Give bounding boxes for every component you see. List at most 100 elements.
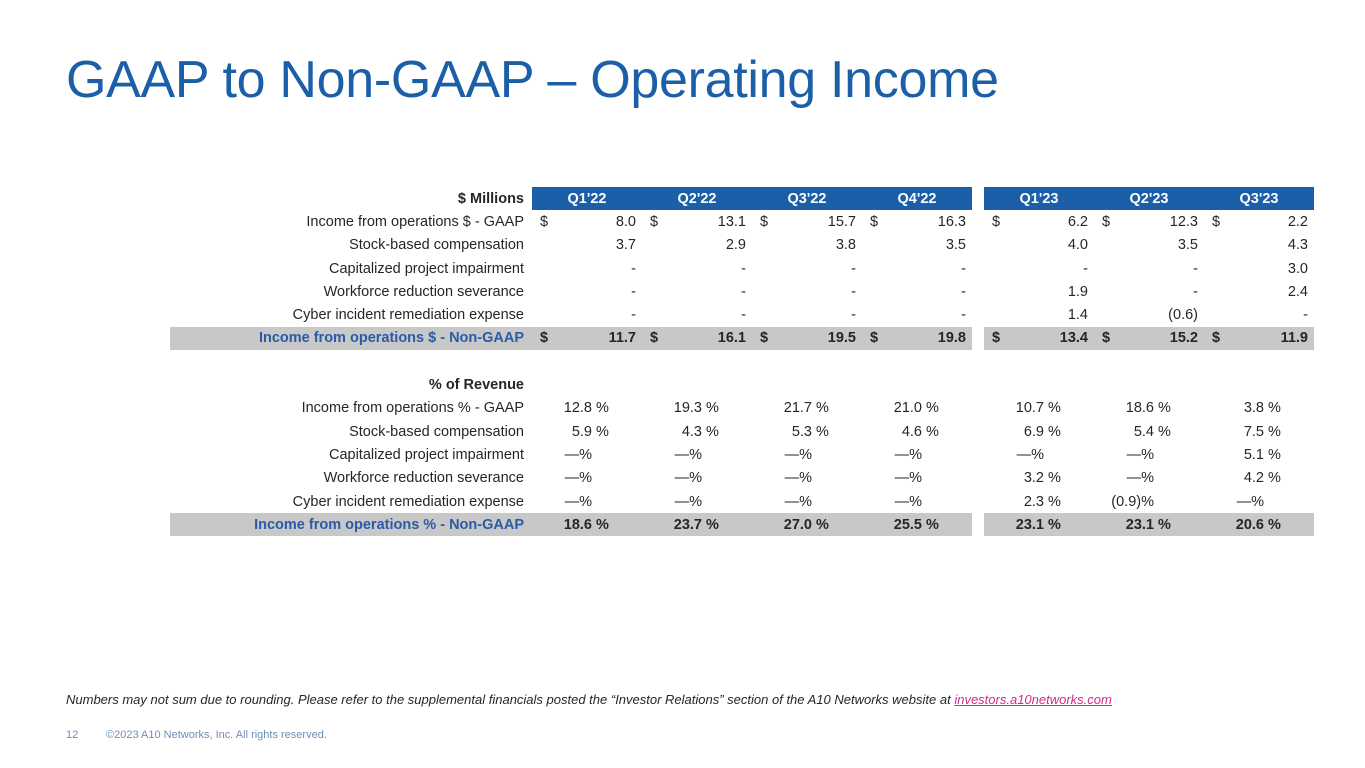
cell-value: 15.2 bbox=[1156, 326, 1204, 351]
currency-symbol bbox=[1094, 234, 1156, 257]
table-row: Income from operations $ - GAAP $8.0 $13.1… bbox=[170, 210, 1314, 233]
cell-value: 1.4 bbox=[1067, 307, 1088, 324]
percent-symbol: % bbox=[596, 423, 609, 440]
table-row: Cyber incident remediation expense - - - - 1.… bbox=[170, 303, 1314, 326]
percent-symbol: % bbox=[1158, 400, 1171, 417]
currency-symbol bbox=[532, 257, 594, 280]
footnote-text: Numbers may not sum due to rounding. Ple… bbox=[66, 692, 955, 707]
currency-symbol bbox=[532, 303, 594, 326]
currency-symbol bbox=[532, 234, 594, 257]
cell-value: 18.6 bbox=[532, 513, 594, 537]
percent-symbol bbox=[594, 490, 642, 513]
total-row: Income from operations $ - Non-GAAP $11.7… bbox=[170, 326, 1314, 351]
column-gap bbox=[972, 234, 984, 257]
percent-symbol: % bbox=[816, 400, 829, 417]
cell-value: 11.9 bbox=[1266, 326, 1314, 351]
currency-symbol: $ bbox=[870, 213, 879, 230]
cell-value: —% bbox=[784, 493, 812, 510]
cell-value: - bbox=[631, 283, 636, 300]
currency-symbol bbox=[1204, 234, 1266, 257]
percent-symbol: % bbox=[1158, 423, 1171, 440]
cell-value: 3.5 bbox=[945, 237, 966, 254]
percent-symbol: % bbox=[1268, 446, 1281, 463]
row-label: Income from operations $ - GAAP bbox=[306, 213, 524, 230]
copyright: ©2023 A10 Networks, Inc. All rights rese… bbox=[106, 729, 327, 741]
column-gap bbox=[972, 210, 984, 233]
cell-value: —% bbox=[894, 493, 922, 510]
currency-symbol: $ bbox=[540, 213, 549, 230]
cell-value: —% bbox=[784, 470, 812, 487]
cell-value: 18.6 bbox=[1125, 400, 1154, 417]
row-label: Capitalized project impairment bbox=[328, 260, 524, 277]
cell-value: - bbox=[631, 260, 636, 277]
currency-symbol bbox=[984, 257, 1046, 280]
investor-relations-link[interactable]: investors.a10networks.com bbox=[954, 692, 1112, 707]
column-gap bbox=[972, 303, 984, 326]
column-gap bbox=[972, 187, 984, 210]
percent-symbol: % bbox=[594, 513, 642, 537]
row-label: Cyber incident remediation expense bbox=[292, 307, 524, 324]
cell-value: 11.7 bbox=[594, 326, 642, 351]
currency-symbol: $ bbox=[992, 213, 1001, 230]
currency-symbol bbox=[642, 303, 704, 326]
currency-symbol: $ bbox=[532, 326, 594, 351]
cell-value: - bbox=[741, 307, 746, 324]
percent-symbol: % bbox=[1268, 423, 1281, 440]
percent-symbol bbox=[814, 467, 862, 490]
percent-symbol bbox=[814, 443, 862, 466]
cell-value: - bbox=[1303, 307, 1308, 324]
cell-value: —% bbox=[674, 470, 702, 487]
table-row: Income from operations % - GAAP 12.8% 19.3… bbox=[170, 397, 1314, 420]
row-label: Cyber incident remediation expense bbox=[292, 493, 524, 510]
currency-symbol: $ bbox=[1204, 326, 1266, 351]
table-header-row: $ Millions Q1'22 Q2'22 Q3'22 Q4'22 Q1'23 Q2'23… bbox=[170, 187, 1314, 211]
percent-section-label: % of Revenue bbox=[428, 377, 524, 394]
cell-value: 10.7 bbox=[1015, 400, 1044, 417]
currency-symbol bbox=[642, 257, 704, 280]
column-gap bbox=[972, 513, 984, 537]
cell-value: 7.5 bbox=[1243, 423, 1264, 440]
row-label: Workforce reduction severance bbox=[323, 470, 524, 487]
quarter-header: Q2'23 bbox=[1094, 187, 1204, 211]
row-label: Workforce reduction severance bbox=[323, 283, 524, 300]
cell-value: —% bbox=[564, 470, 592, 487]
cell-value: 19.5 bbox=[814, 326, 862, 351]
cell-value: 16.3 bbox=[937, 213, 966, 230]
percent-symbol: % bbox=[596, 400, 609, 417]
financial-table: $ Millions Q1'22 Q2'22 Q3'22 Q4'22 Q1'23 Q2'23… bbox=[170, 187, 1314, 537]
cell-value: —% bbox=[674, 493, 702, 510]
cell-value: 8.0 bbox=[615, 213, 636, 230]
percent-symbol: % bbox=[1268, 470, 1281, 487]
currency-symbol: $ bbox=[1212, 213, 1221, 230]
cell-value: 13.4 bbox=[1046, 326, 1094, 351]
currency-symbol bbox=[532, 280, 594, 303]
cell-value: —% bbox=[1016, 446, 1044, 463]
cell-value: - bbox=[1193, 283, 1198, 300]
row-label: Stock-based compensation bbox=[349, 237, 524, 254]
cell-value: - bbox=[1083, 260, 1088, 277]
cell-value: 6.9 bbox=[1023, 423, 1044, 440]
quarter-header: Q2'22 bbox=[642, 187, 752, 211]
percent-symbol bbox=[704, 490, 752, 513]
row-label: Stock-based compensation bbox=[349, 423, 524, 440]
percent-symbol bbox=[814, 490, 862, 513]
cell-value: 12.3 bbox=[1169, 213, 1198, 230]
cell-value: 2.3 bbox=[1023, 493, 1044, 510]
cell-value: (0.9)% bbox=[1111, 493, 1154, 510]
quarter-header: Q1'22 bbox=[532, 187, 642, 211]
table-row: Workforce reduction severance - - - - 1.9 - 2.4 bbox=[170, 280, 1314, 303]
cell-value: —% bbox=[784, 446, 812, 463]
percent-symbol bbox=[1156, 467, 1204, 490]
currency-symbol bbox=[984, 234, 1046, 257]
currency-symbol bbox=[862, 280, 924, 303]
percent-symbol: % bbox=[1048, 423, 1061, 440]
quarter-header: Q3'23 bbox=[1204, 187, 1314, 211]
currency-symbol bbox=[642, 234, 704, 257]
percent-symbol: % bbox=[706, 400, 719, 417]
currency-symbol: $ bbox=[1102, 213, 1111, 230]
table-row: Stock-based compensation 5.9% 4.3% 5.3% 4.6%… bbox=[170, 420, 1314, 443]
cell-value: 19.8 bbox=[924, 326, 972, 351]
currency-symbol bbox=[862, 257, 924, 280]
percent-symbol: % bbox=[926, 400, 939, 417]
table-row: Capitalized project impairment —% —% —% —% —%… bbox=[170, 443, 1314, 466]
